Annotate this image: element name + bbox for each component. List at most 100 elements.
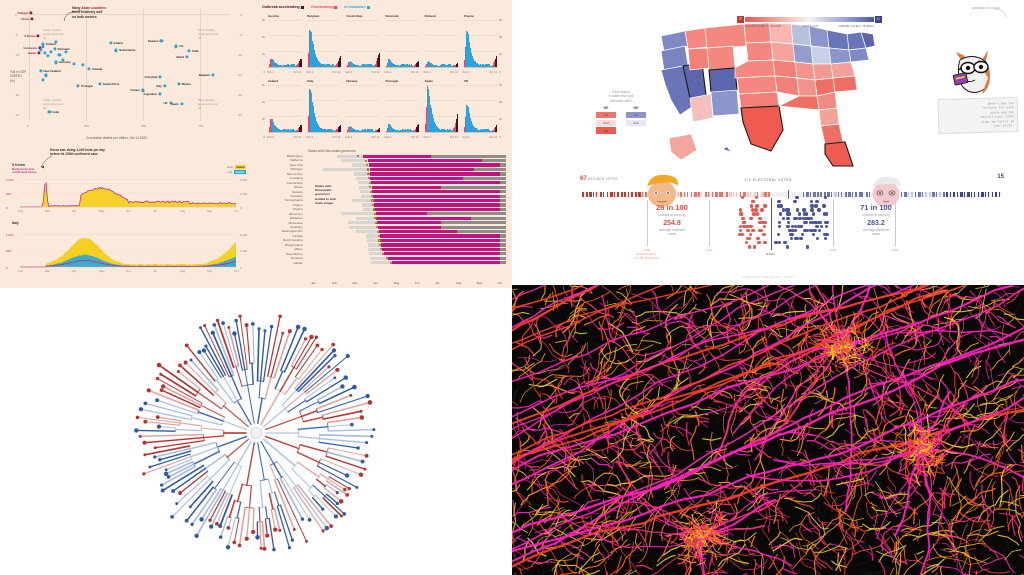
tree-leaf-node[interactable] (212, 323, 217, 327)
tree-leaf-node[interactable] (324, 525, 330, 531)
scatter-point[interactable] (43, 51, 47, 55)
scatter-point[interactable] (81, 63, 85, 67)
table-row[interactable]: Oregon (256, 203, 506, 207)
tree-leaf-node[interactable] (244, 323, 249, 328)
tree-leaf-node[interactable] (138, 407, 143, 412)
table-row[interactable]: Kansas (256, 234, 506, 238)
tree-leaf-node[interactable] (363, 467, 367, 471)
scatter-point[interactable] (158, 75, 162, 79)
stay-home-order-marker[interactable] (385, 257, 388, 260)
tree-leaf-node[interactable] (359, 415, 365, 420)
tree-leaf-node[interactable] (305, 539, 308, 543)
tree-leaf-node[interactable] (218, 524, 223, 528)
scatter-point[interactable] (37, 51, 41, 55)
table-row[interactable]: Montana (256, 256, 506, 260)
scatter-point[interactable] (61, 58, 65, 62)
tree-leaf-node[interactable] (300, 517, 305, 521)
tree-leaf-node[interactable] (265, 533, 270, 538)
tree-leaf-node[interactable] (349, 393, 353, 397)
scatter-point[interactable] (141, 88, 145, 92)
scatter-point[interactable] (163, 84, 167, 88)
tree-leaf-node[interactable] (183, 360, 188, 365)
tree-leaf-node[interactable] (333, 514, 338, 519)
tree-leaf-node[interactable] (227, 326, 231, 329)
tree-leaf-node[interactable] (143, 453, 147, 457)
table-row[interactable]: Pennsylvania (256, 198, 506, 202)
tree-leaf-node[interactable] (161, 384, 166, 389)
tree-leaf-node[interactable] (184, 518, 189, 523)
tree-leaf-node[interactable] (372, 428, 376, 432)
stay-home-order-marker[interactable] (389, 261, 392, 264)
tree-leaf-node[interactable] (321, 529, 325, 533)
tree-leaf-node[interactable] (338, 499, 344, 504)
scatter-point[interactable] (47, 110, 52, 114)
table-row[interactable]: Kentucky (256, 225, 506, 229)
scatter-point[interactable] (57, 53, 62, 57)
tree-leaf-node[interactable] (189, 358, 193, 362)
stay-home-order-marker[interactable] (370, 195, 373, 198)
tree-leaf-node[interactable] (155, 415, 160, 419)
tree-leaf-node[interactable] (335, 490, 339, 495)
tree-leaf-node[interactable] (255, 535, 260, 540)
tree-leaf-node[interactable] (209, 524, 214, 529)
radial-dendrogram-svg[interactable] (0, 285, 512, 575)
table-row[interactable]: California (256, 158, 506, 162)
tree-leaf-node[interactable] (199, 517, 204, 522)
tree-leaf-node[interactable] (188, 505, 192, 509)
stay-home-order-marker[interactable] (380, 248, 383, 251)
tree-leaf-node[interactable] (201, 348, 207, 353)
tree-leaf-node[interactable] (190, 522, 194, 526)
table-row[interactable]: Michigan (256, 167, 506, 171)
tree-leaf-node[interactable] (238, 314, 242, 318)
tree-leaf-node[interactable] (262, 546, 267, 551)
table-row[interactable]: Illinois (256, 185, 506, 189)
tree-leaf-node[interactable] (263, 329, 267, 333)
table-row[interactable]: New Jersey (256, 172, 506, 176)
stay-home-order-marker[interactable] (369, 190, 372, 193)
tree-leaf-node[interactable] (160, 488, 165, 493)
scatter-point[interactable] (39, 47, 43, 52)
tree-leaf-node[interactable] (244, 536, 249, 541)
scatter-point[interactable] (41, 42, 45, 46)
table-row[interactable]: Nevada (256, 190, 506, 194)
tree-leaf-node[interactable] (221, 321, 225, 325)
stay-home-order-marker[interactable] (379, 243, 382, 247)
tree-leaf-node[interactable] (178, 491, 183, 495)
table-row[interactable]: Rhode Island (256, 243, 506, 247)
tree-leaf-node[interactable] (176, 370, 180, 374)
tree-leaf-node[interactable] (364, 453, 369, 458)
stay-home-order-marker[interactable] (368, 186, 372, 189)
tree-leaf-node[interactable] (225, 545, 231, 550)
tree-leaf-node[interactable] (321, 507, 325, 511)
tree-leaf-node[interactable] (148, 465, 152, 469)
tree-leaf-node[interactable] (138, 434, 142, 438)
stay-home-order-marker[interactable] (376, 230, 380, 233)
tree-leaf-node[interactable] (365, 393, 370, 399)
tree-leaf-node[interactable] (356, 446, 360, 450)
table-row[interactable]: Louisiana (256, 176, 506, 180)
scatter-point[interactable] (159, 39, 164, 43)
tree-leaf-node[interactable] (281, 331, 285, 335)
tree-leaf-node[interactable] (345, 353, 350, 358)
tree-leaf-node[interactable] (287, 329, 292, 334)
tree-leaf-node[interactable] (156, 362, 162, 368)
district-chip[interactable]: 1st (596, 111, 616, 119)
scatter-point[interactable] (41, 78, 45, 82)
scatter-point[interactable] (158, 92, 162, 96)
scatter-point[interactable] (187, 49, 191, 53)
stay-home-order-marker[interactable] (367, 177, 371, 180)
stay-home-order-marker[interactable] (365, 159, 368, 162)
scatter-point[interactable] (176, 82, 181, 86)
tree-leaf-node[interactable] (210, 330, 215, 335)
table-row[interactable]: Wisconsin (256, 212, 506, 216)
tree-leaf-node[interactable] (251, 529, 256, 535)
tree-leaf-node[interactable] (166, 475, 171, 479)
tree-leaf-node[interactable] (349, 422, 354, 427)
tree-leaf-node[interactable] (215, 318, 220, 323)
us-forecast-map[interactable] (647, 18, 892, 173)
scatter-point[interactable] (49, 50, 53, 54)
tree-leaf-node[interactable] (159, 483, 164, 487)
scatter-point[interactable] (114, 48, 118, 52)
tree-leaf-node[interactable] (358, 472, 364, 477)
stay-home-order-marker[interactable] (377, 234, 380, 238)
